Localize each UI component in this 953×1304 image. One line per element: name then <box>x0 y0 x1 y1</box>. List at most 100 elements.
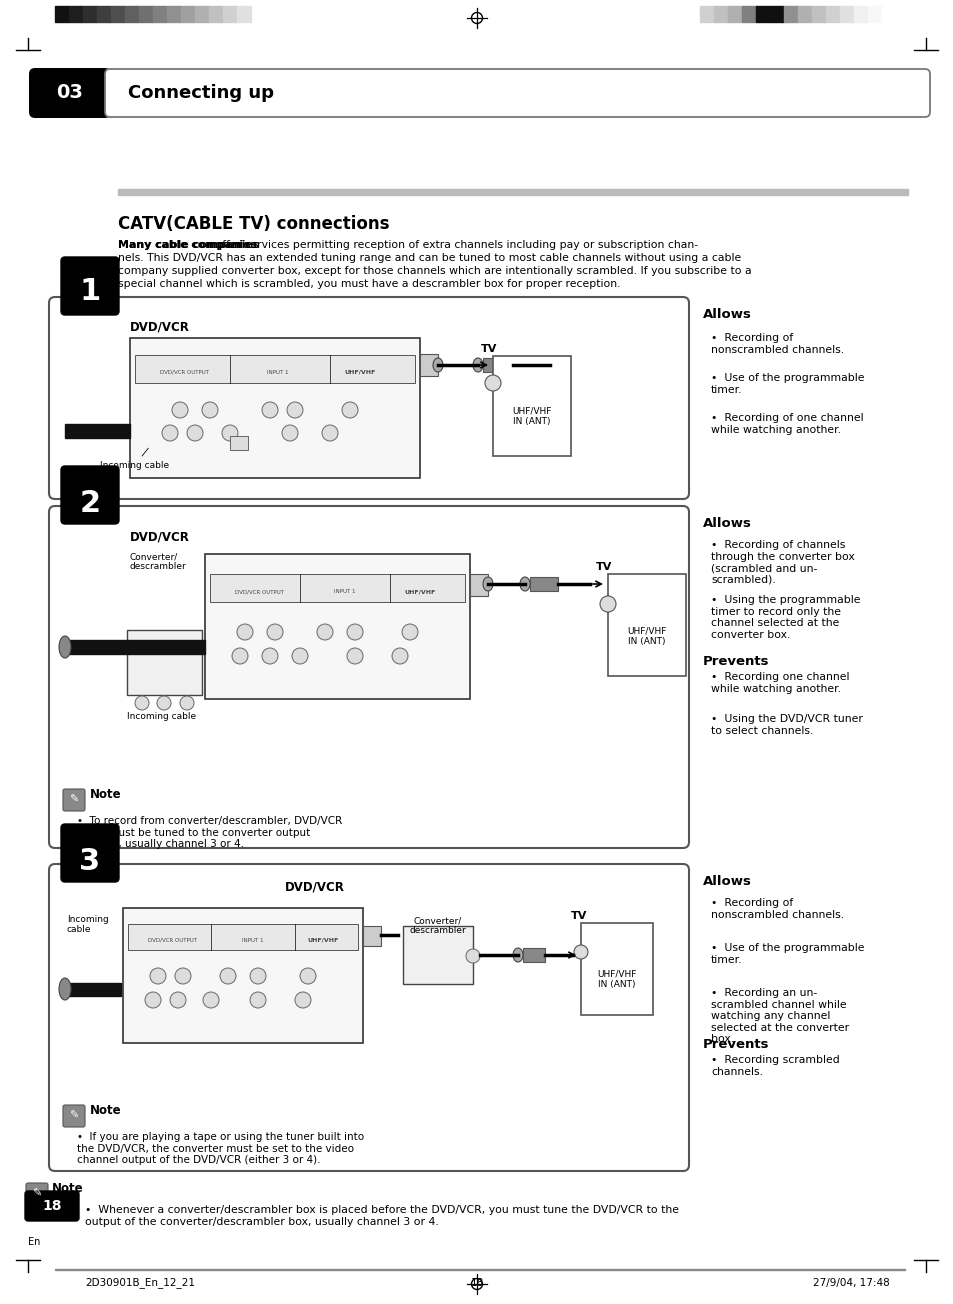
Circle shape <box>287 402 303 419</box>
Text: •  Recording of channels
through the converter box
(scrambled and un-
scrambled): • Recording of channels through the conv… <box>710 540 854 584</box>
Circle shape <box>202 402 218 419</box>
Bar <box>152 7 167 22</box>
Text: Connecting up: Connecting up <box>128 83 274 102</box>
Text: Allows: Allows <box>702 875 751 888</box>
Text: UHF/VHF
IN (ANT): UHF/VHF IN (ANT) <box>512 407 551 425</box>
Bar <box>530 576 558 591</box>
Circle shape <box>392 648 408 664</box>
Bar <box>882 7 895 22</box>
Circle shape <box>222 425 237 441</box>
Bar <box>181 7 194 22</box>
Text: TV: TV <box>571 911 587 921</box>
FancyBboxPatch shape <box>61 466 119 524</box>
Text: Incoming
cable: Incoming cable <box>67 915 109 935</box>
Text: DVD/VCR OUTPUT: DVD/VCR OUTPUT <box>235 589 284 595</box>
Text: DVD/VCR OUTPUT: DVD/VCR OUTPUT <box>160 370 210 376</box>
Text: •  If you are playing a tape or using the tuner built into
the DVD/VCR, the conv: • If you are playing a tape or using the… <box>77 1132 364 1166</box>
Circle shape <box>232 648 248 664</box>
Ellipse shape <box>433 359 442 372</box>
FancyBboxPatch shape <box>63 789 85 811</box>
Bar <box>65 640 205 655</box>
Text: Converter/
descrambler: Converter/ descrambler <box>409 915 466 935</box>
Ellipse shape <box>59 978 71 1000</box>
Text: •  Recording of
nonscrambled channels.: • Recording of nonscrambled channels. <box>710 333 843 355</box>
Text: CATV(CABLE TV) connections: CATV(CABLE TV) connections <box>118 215 389 233</box>
Bar <box>55 1269 904 1270</box>
Bar <box>580 923 652 1015</box>
Text: 3: 3 <box>79 848 100 876</box>
Circle shape <box>157 696 171 709</box>
Text: ✎: ✎ <box>70 1111 78 1121</box>
Bar <box>700 7 713 22</box>
Text: En: En <box>28 1237 40 1247</box>
Text: UHF/VHF
IN (ANT): UHF/VHF IN (ANT) <box>627 626 666 645</box>
Text: 18: 18 <box>42 1198 62 1213</box>
Bar <box>402 926 473 985</box>
Circle shape <box>262 402 277 419</box>
Text: •  Using the programmable
timer to record only the
channel selected at the
conve: • Using the programmable timer to record… <box>710 595 860 640</box>
Circle shape <box>347 625 363 640</box>
Bar <box>69 7 83 22</box>
Text: UHF/VHF
IN (ANT): UHF/VHF IN (ANT) <box>597 969 636 988</box>
Bar <box>867 7 882 22</box>
Text: TV: TV <box>596 562 612 572</box>
Text: Incoming cable: Incoming cable <box>127 712 196 721</box>
Bar <box>205 554 470 699</box>
Bar <box>139 7 152 22</box>
Text: TV: TV <box>480 344 497 353</box>
Bar <box>840 7 853 22</box>
Bar <box>811 7 825 22</box>
Text: Note: Note <box>52 1181 84 1194</box>
Circle shape <box>465 949 479 962</box>
Text: DVD/VCR: DVD/VCR <box>130 321 190 334</box>
Circle shape <box>250 968 266 985</box>
Text: 2: 2 <box>79 489 100 519</box>
Bar <box>111 7 125 22</box>
Text: INPUT 1: INPUT 1 <box>242 938 263 943</box>
Text: offer services permitting reception of extra channels including pay or subscript: offer services permitting reception of e… <box>212 240 698 250</box>
Text: 2D30901B_En_12_21: 2D30901B_En_12_21 <box>85 1278 194 1288</box>
Bar <box>123 908 363 1043</box>
Bar <box>230 436 248 450</box>
Bar <box>825 7 840 22</box>
Circle shape <box>145 992 161 1008</box>
Text: ✎: ✎ <box>32 1189 42 1198</box>
Bar <box>797 7 811 22</box>
Circle shape <box>341 402 357 419</box>
Bar <box>97 7 111 22</box>
Circle shape <box>267 625 283 640</box>
Bar <box>167 7 181 22</box>
Text: •  Whenever a converter/descrambler box is placed before the DVD/VCR, you must t: • Whenever a converter/descrambler box i… <box>85 1205 679 1227</box>
Text: Prevents: Prevents <box>702 655 769 668</box>
Text: 03: 03 <box>56 83 83 103</box>
Text: UHF/VHF: UHF/VHF <box>344 370 375 376</box>
Ellipse shape <box>473 359 482 372</box>
Circle shape <box>322 425 337 441</box>
Text: •  Use of the programmable
timer.: • Use of the programmable timer. <box>710 373 863 395</box>
Circle shape <box>236 625 253 640</box>
Bar <box>419 353 437 376</box>
Text: Many cable companies: Many cable companies <box>118 240 256 250</box>
Text: nels. This DVD/VCR has an extended tuning range and can be tuned to most cable c: nels. This DVD/VCR has an extended tunin… <box>118 253 740 263</box>
Circle shape <box>170 992 186 1008</box>
FancyBboxPatch shape <box>49 506 688 848</box>
Bar <box>363 926 380 945</box>
Bar <box>769 7 783 22</box>
Bar <box>135 355 415 383</box>
Circle shape <box>316 625 333 640</box>
Ellipse shape <box>513 948 522 962</box>
Circle shape <box>250 992 266 1008</box>
Circle shape <box>401 625 417 640</box>
Text: •  To record from converter/descrambler, DVD/VCR
tuner must be tuned to the conv: • To record from converter/descrambler, … <box>77 816 342 849</box>
Bar <box>755 7 769 22</box>
Bar <box>783 7 797 22</box>
Circle shape <box>262 648 277 664</box>
Text: 27/9/04, 17:48: 27/9/04, 17:48 <box>812 1278 889 1288</box>
Text: Prevents: Prevents <box>702 1038 769 1051</box>
Text: Converter/
descrambler: Converter/ descrambler <box>130 552 187 571</box>
Circle shape <box>162 425 178 441</box>
Circle shape <box>203 992 219 1008</box>
Bar <box>522 948 544 962</box>
Ellipse shape <box>59 636 71 659</box>
FancyBboxPatch shape <box>63 1104 85 1127</box>
